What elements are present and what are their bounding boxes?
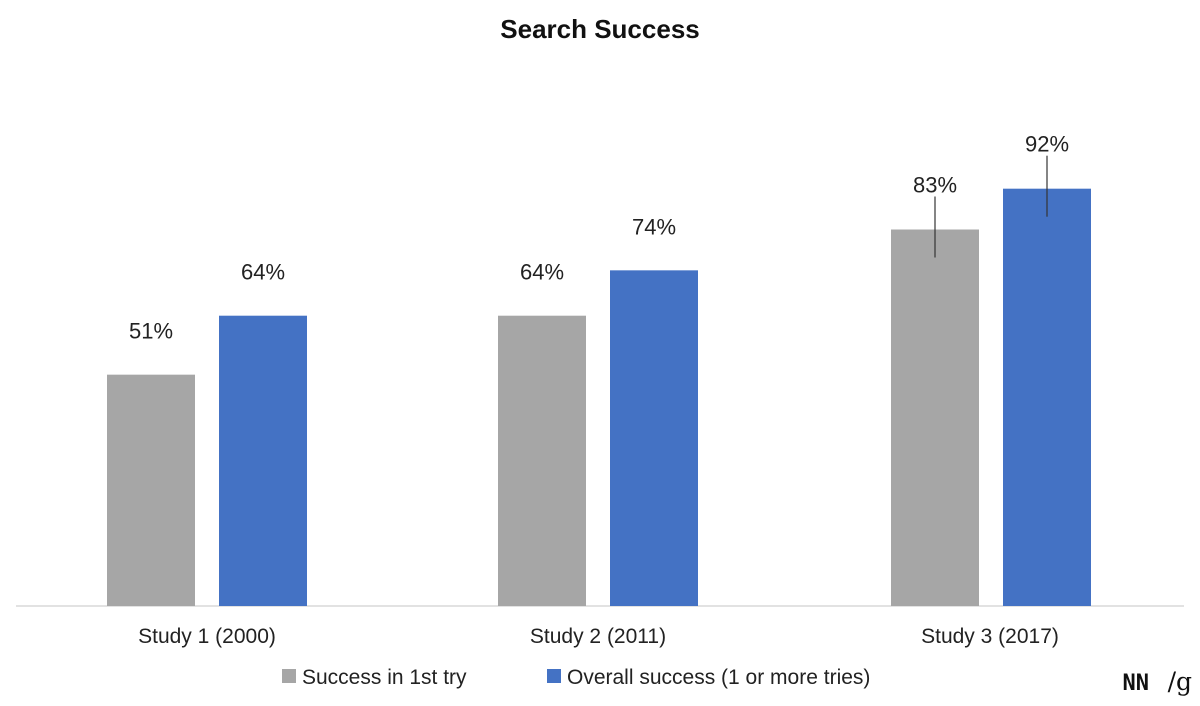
- bar-2-category-2: [610, 270, 698, 606]
- value-label-1-category-3: 83%: [913, 173, 957, 198]
- legend: Success in 1st try Overall success (1 or …: [282, 666, 870, 689]
- bar-2-category-1: [219, 315, 307, 606]
- legend-label-1: Success in 1st try: [302, 666, 467, 689]
- bar-1-category-3: [891, 229, 979, 606]
- legend-swatch-2: [547, 669, 561, 683]
- nng-logo: NN /g: [1123, 667, 1193, 696]
- bar-1-category-1: [107, 374, 195, 606]
- category-label-3: Study 3 (2017): [921, 625, 1059, 648]
- value-label-2-category-2: 74%: [632, 214, 676, 239]
- logo-nn-text: NN: [1123, 671, 1150, 696]
- value-label-2-category-3: 92%: [1025, 132, 1069, 157]
- legend-label-2: Overall success (1 or more tries): [567, 666, 870, 689]
- bar-1-category-2: [498, 315, 586, 606]
- bar-2-category-3: [1003, 188, 1091, 607]
- chart-title: Search Success: [500, 14, 699, 44]
- value-label-2-category-1: 64%: [241, 260, 285, 285]
- category-label-2: Study 2 (2011): [530, 625, 666, 648]
- legend-swatch-1: [282, 669, 296, 683]
- labels-layer: 51% 64% Study 1 (2000) 64% 74% Study 2 (2011)…: [129, 132, 1069, 648]
- value-label-1-category-1: 51%: [129, 319, 173, 344]
- logo-g-text: /g: [1168, 667, 1192, 696]
- value-label-1-category-2: 64%: [520, 260, 564, 285]
- category-label-1: Study 1 (2000): [138, 625, 276, 648]
- bars-layer: [107, 155, 1091, 607]
